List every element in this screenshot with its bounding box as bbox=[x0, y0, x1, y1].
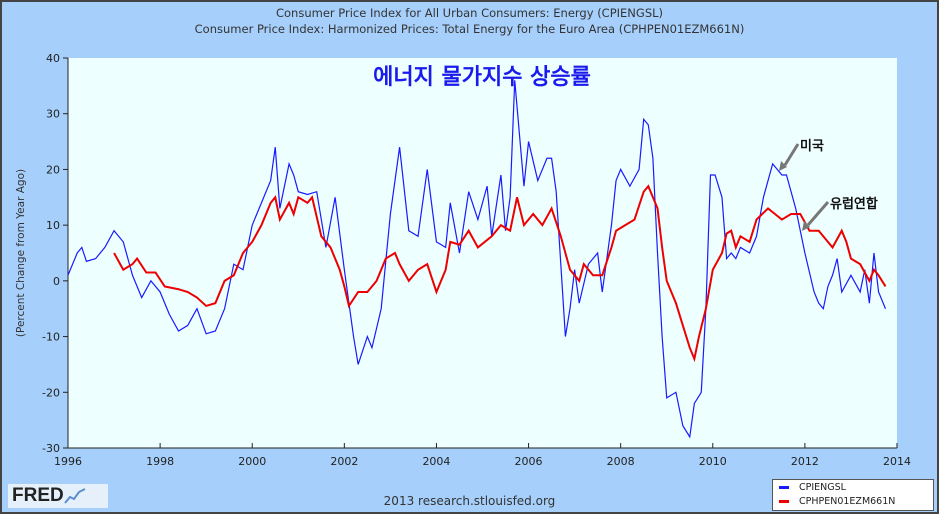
legend: CPIENGSL CPHPEN01EZM661N bbox=[772, 479, 934, 511]
y-axis-label: (Percent Change from Year Ago) bbox=[15, 169, 27, 337]
y-tick-label: 30 bbox=[46, 108, 60, 121]
y-tick-label: 40 bbox=[46, 52, 60, 65]
x-tick-label: 2006 bbox=[515, 455, 543, 468]
annotation-label: 유럽연합 bbox=[830, 196, 878, 212]
chart-subtitle: Consumer Price Index: Harmonized Prices:… bbox=[194, 22, 745, 36]
korean-title: 에너지 물가지수 상승률 bbox=[373, 65, 591, 90]
legend-item: CPHPEN01EZM661N bbox=[773, 494, 933, 508]
x-tick-label: 2014 bbox=[883, 455, 911, 468]
arrow-head bbox=[779, 161, 787, 171]
credit-text: 2013 research.stlouisfed.org bbox=[383, 494, 556, 508]
y-tick-label: 20 bbox=[46, 163, 60, 176]
x-tick-label: 2010 bbox=[699, 455, 727, 468]
plot-area bbox=[68, 58, 897, 448]
y-tick-label: -30 bbox=[42, 442, 60, 455]
annotation-arrow bbox=[783, 143, 800, 166]
x-tick-label: 2008 bbox=[607, 455, 635, 468]
x-tick-label: 2000 bbox=[238, 455, 266, 468]
chart-title: Consumer Price Index for All Urban Consu… bbox=[275, 6, 664, 20]
x-tick-label: 1998 bbox=[146, 455, 174, 468]
x-tick-label: 2012 bbox=[791, 455, 819, 468]
y-tick-label: -10 bbox=[42, 331, 60, 344]
fred-chart-icon bbox=[63, 488, 86, 504]
y-tick-label: 10 bbox=[46, 219, 60, 232]
legend-item: CPIENGSL bbox=[773, 480, 933, 494]
y-tick-label: 0 bbox=[53, 275, 60, 288]
annotation-arrow bbox=[806, 201, 830, 226]
fred-logo: FRED bbox=[8, 484, 108, 508]
x-tick-label: 1996 bbox=[54, 455, 82, 468]
y-tick-label: -20 bbox=[42, 386, 60, 399]
x-tick-label: 2004 bbox=[422, 455, 450, 468]
legend-swatch bbox=[779, 485, 789, 489]
annotation-label: 미국 bbox=[800, 138, 824, 154]
x-tick-label: 2002 bbox=[330, 455, 358, 468]
arrow-head bbox=[802, 221, 810, 231]
series-line-CPHPEN01EZM661N bbox=[113, 184, 887, 363]
legend-swatch bbox=[779, 499, 789, 503]
legend-label: CPHPEN01EZM661N bbox=[799, 495, 896, 507]
legend-label: CPIENGSL bbox=[799, 481, 846, 493]
